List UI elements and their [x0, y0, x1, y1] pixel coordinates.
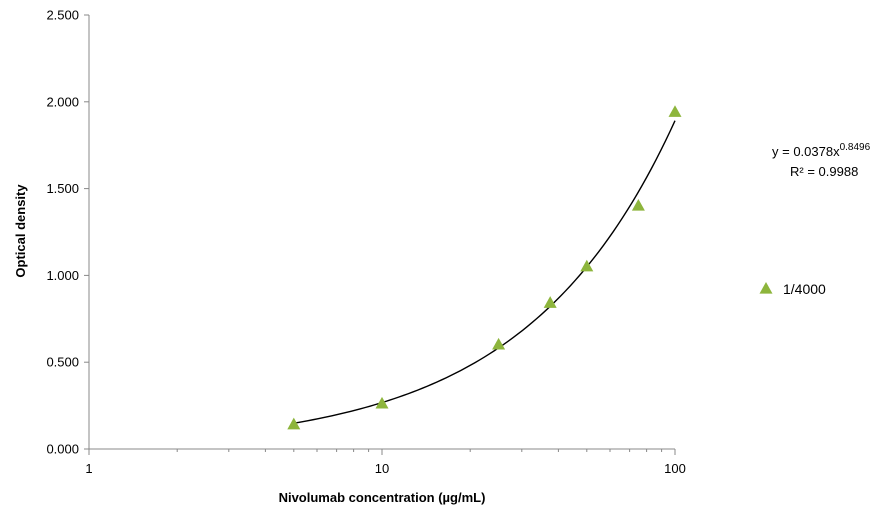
- trendline: [293, 120, 676, 424]
- data-point: [668, 105, 682, 117]
- y-tick-label: 2.000: [46, 94, 79, 109]
- y-tick-label: 2.500: [46, 8, 79, 23]
- data-points: [287, 105, 682, 430]
- x-axis-title: Nivolumab concentration (µg/mL): [279, 490, 486, 505]
- legend-marker: [759, 281, 773, 294]
- data-point: [375, 396, 389, 409]
- data-point: [287, 417, 301, 430]
- trendline-equation: y = 0.0378x0.8496 R² = 0.9988: [772, 142, 871, 179]
- y-tick-label: 1.000: [46, 268, 79, 283]
- y-ticks: 0.000 0.500 1.000 1.500 2.000 2.500: [46, 8, 89, 457]
- x-tick-label: 1: [85, 461, 92, 476]
- x-tick-label: 100: [664, 461, 686, 476]
- y-tick-label: 0.000: [46, 442, 79, 457]
- equation-exponent: 0.8496: [840, 142, 871, 153]
- data-point: [492, 337, 506, 350]
- data-point: [580, 259, 594, 272]
- y-axis-title: Optical density: [13, 184, 28, 278]
- y-tick-label: 1.500: [46, 181, 79, 196]
- x-tick-label: 10: [375, 461, 389, 476]
- data-point: [543, 296, 557, 308]
- data-point: [631, 198, 645, 211]
- y-tick-label: 0.500: [46, 355, 79, 370]
- r-squared-text: R² = 0.9988: [790, 164, 858, 179]
- equation-base: y = 0.0378x: [772, 144, 840, 159]
- legend-label: 1/4000: [783, 281, 826, 297]
- x-ticks: 1 10 100: [85, 449, 686, 476]
- equation-text: y = 0.0378x0.8496: [772, 142, 871, 159]
- axes: [88, 15, 675, 450]
- legend: 1/4000: [759, 281, 826, 297]
